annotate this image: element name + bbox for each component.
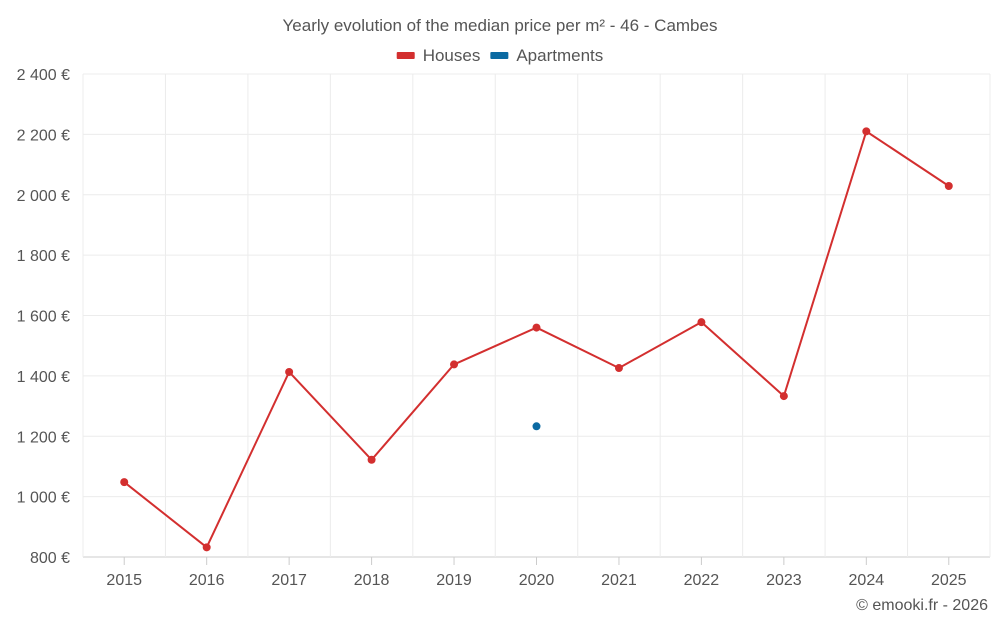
houses-point-2022[interactable] bbox=[697, 318, 706, 327]
y-tick-label: 800 € bbox=[30, 550, 70, 567]
series-layer bbox=[120, 127, 953, 552]
chart-credit: © emooki.fr - 2026 bbox=[856, 597, 988, 614]
y-tick-label: 1 600 € bbox=[17, 309, 70, 326]
y-tick-label: 2 000 € bbox=[17, 188, 70, 205]
y-tick-label: 1 000 € bbox=[17, 490, 70, 507]
legend-item-apartments[interactable]: Apartments bbox=[490, 46, 603, 65]
x-tick-label: 2021 bbox=[601, 572, 637, 589]
x-tick-label: 2015 bbox=[106, 572, 142, 589]
houses-point-2025[interactable] bbox=[944, 181, 953, 190]
x-tick-label: 2019 bbox=[436, 572, 472, 589]
legend-swatch-houses bbox=[396, 52, 415, 59]
x-tick-label: 2017 bbox=[271, 572, 307, 589]
x-tick-label: 2020 bbox=[519, 572, 555, 589]
houses-point-2024[interactable] bbox=[862, 127, 871, 136]
houses-point-2021[interactable] bbox=[614, 364, 623, 373]
x-tick-label: 2022 bbox=[684, 572, 720, 589]
houses-point-2018[interactable] bbox=[367, 455, 376, 464]
y-tick-label: 2 400 € bbox=[17, 67, 70, 84]
grid bbox=[82, 73, 991, 558]
legend-swatch-apartments bbox=[490, 52, 509, 59]
legend-label-apartments: Apartments bbox=[516, 46, 603, 65]
x-tick-label: 2016 bbox=[189, 572, 225, 589]
y-tick-label: 1 800 € bbox=[17, 248, 70, 265]
chart-title: Yearly evolution of the median price per… bbox=[283, 16, 718, 35]
houses-point-2019[interactable] bbox=[450, 360, 459, 369]
legend: Houses Apartments bbox=[396, 46, 603, 65]
houses-point-2020[interactable] bbox=[532, 323, 541, 332]
legend-label-houses: Houses bbox=[423, 46, 481, 65]
y-tick-label: 1 400 € bbox=[17, 369, 70, 386]
houses-point-2023[interactable] bbox=[779, 392, 788, 401]
apartments-point-2020[interactable] bbox=[532, 422, 541, 431]
x-tick-label: 2023 bbox=[766, 572, 802, 589]
x-tick-label: 2018 bbox=[354, 572, 390, 589]
x-axis: 2015 2016 2017 2018 2019 2020 2021 2022 2023 2024… bbox=[106, 557, 967, 589]
y-axis: 800 € 1 000 € 1 200 € 1 400 € 1 600 € 1 800 €… bbox=[17, 67, 70, 567]
legend-item-houses[interactable]: Houses bbox=[396, 46, 481, 65]
houses-point-2016[interactable] bbox=[202, 543, 211, 552]
y-tick-label: 1 200 € bbox=[17, 429, 70, 446]
x-tick-label: 2024 bbox=[849, 572, 885, 589]
y-tick-label: 2 200 € bbox=[17, 127, 70, 144]
x-tick-label: 2025 bbox=[931, 572, 967, 589]
houses-point-2017[interactable] bbox=[285, 367, 294, 376]
houses-point-2015[interactable] bbox=[120, 478, 129, 487]
